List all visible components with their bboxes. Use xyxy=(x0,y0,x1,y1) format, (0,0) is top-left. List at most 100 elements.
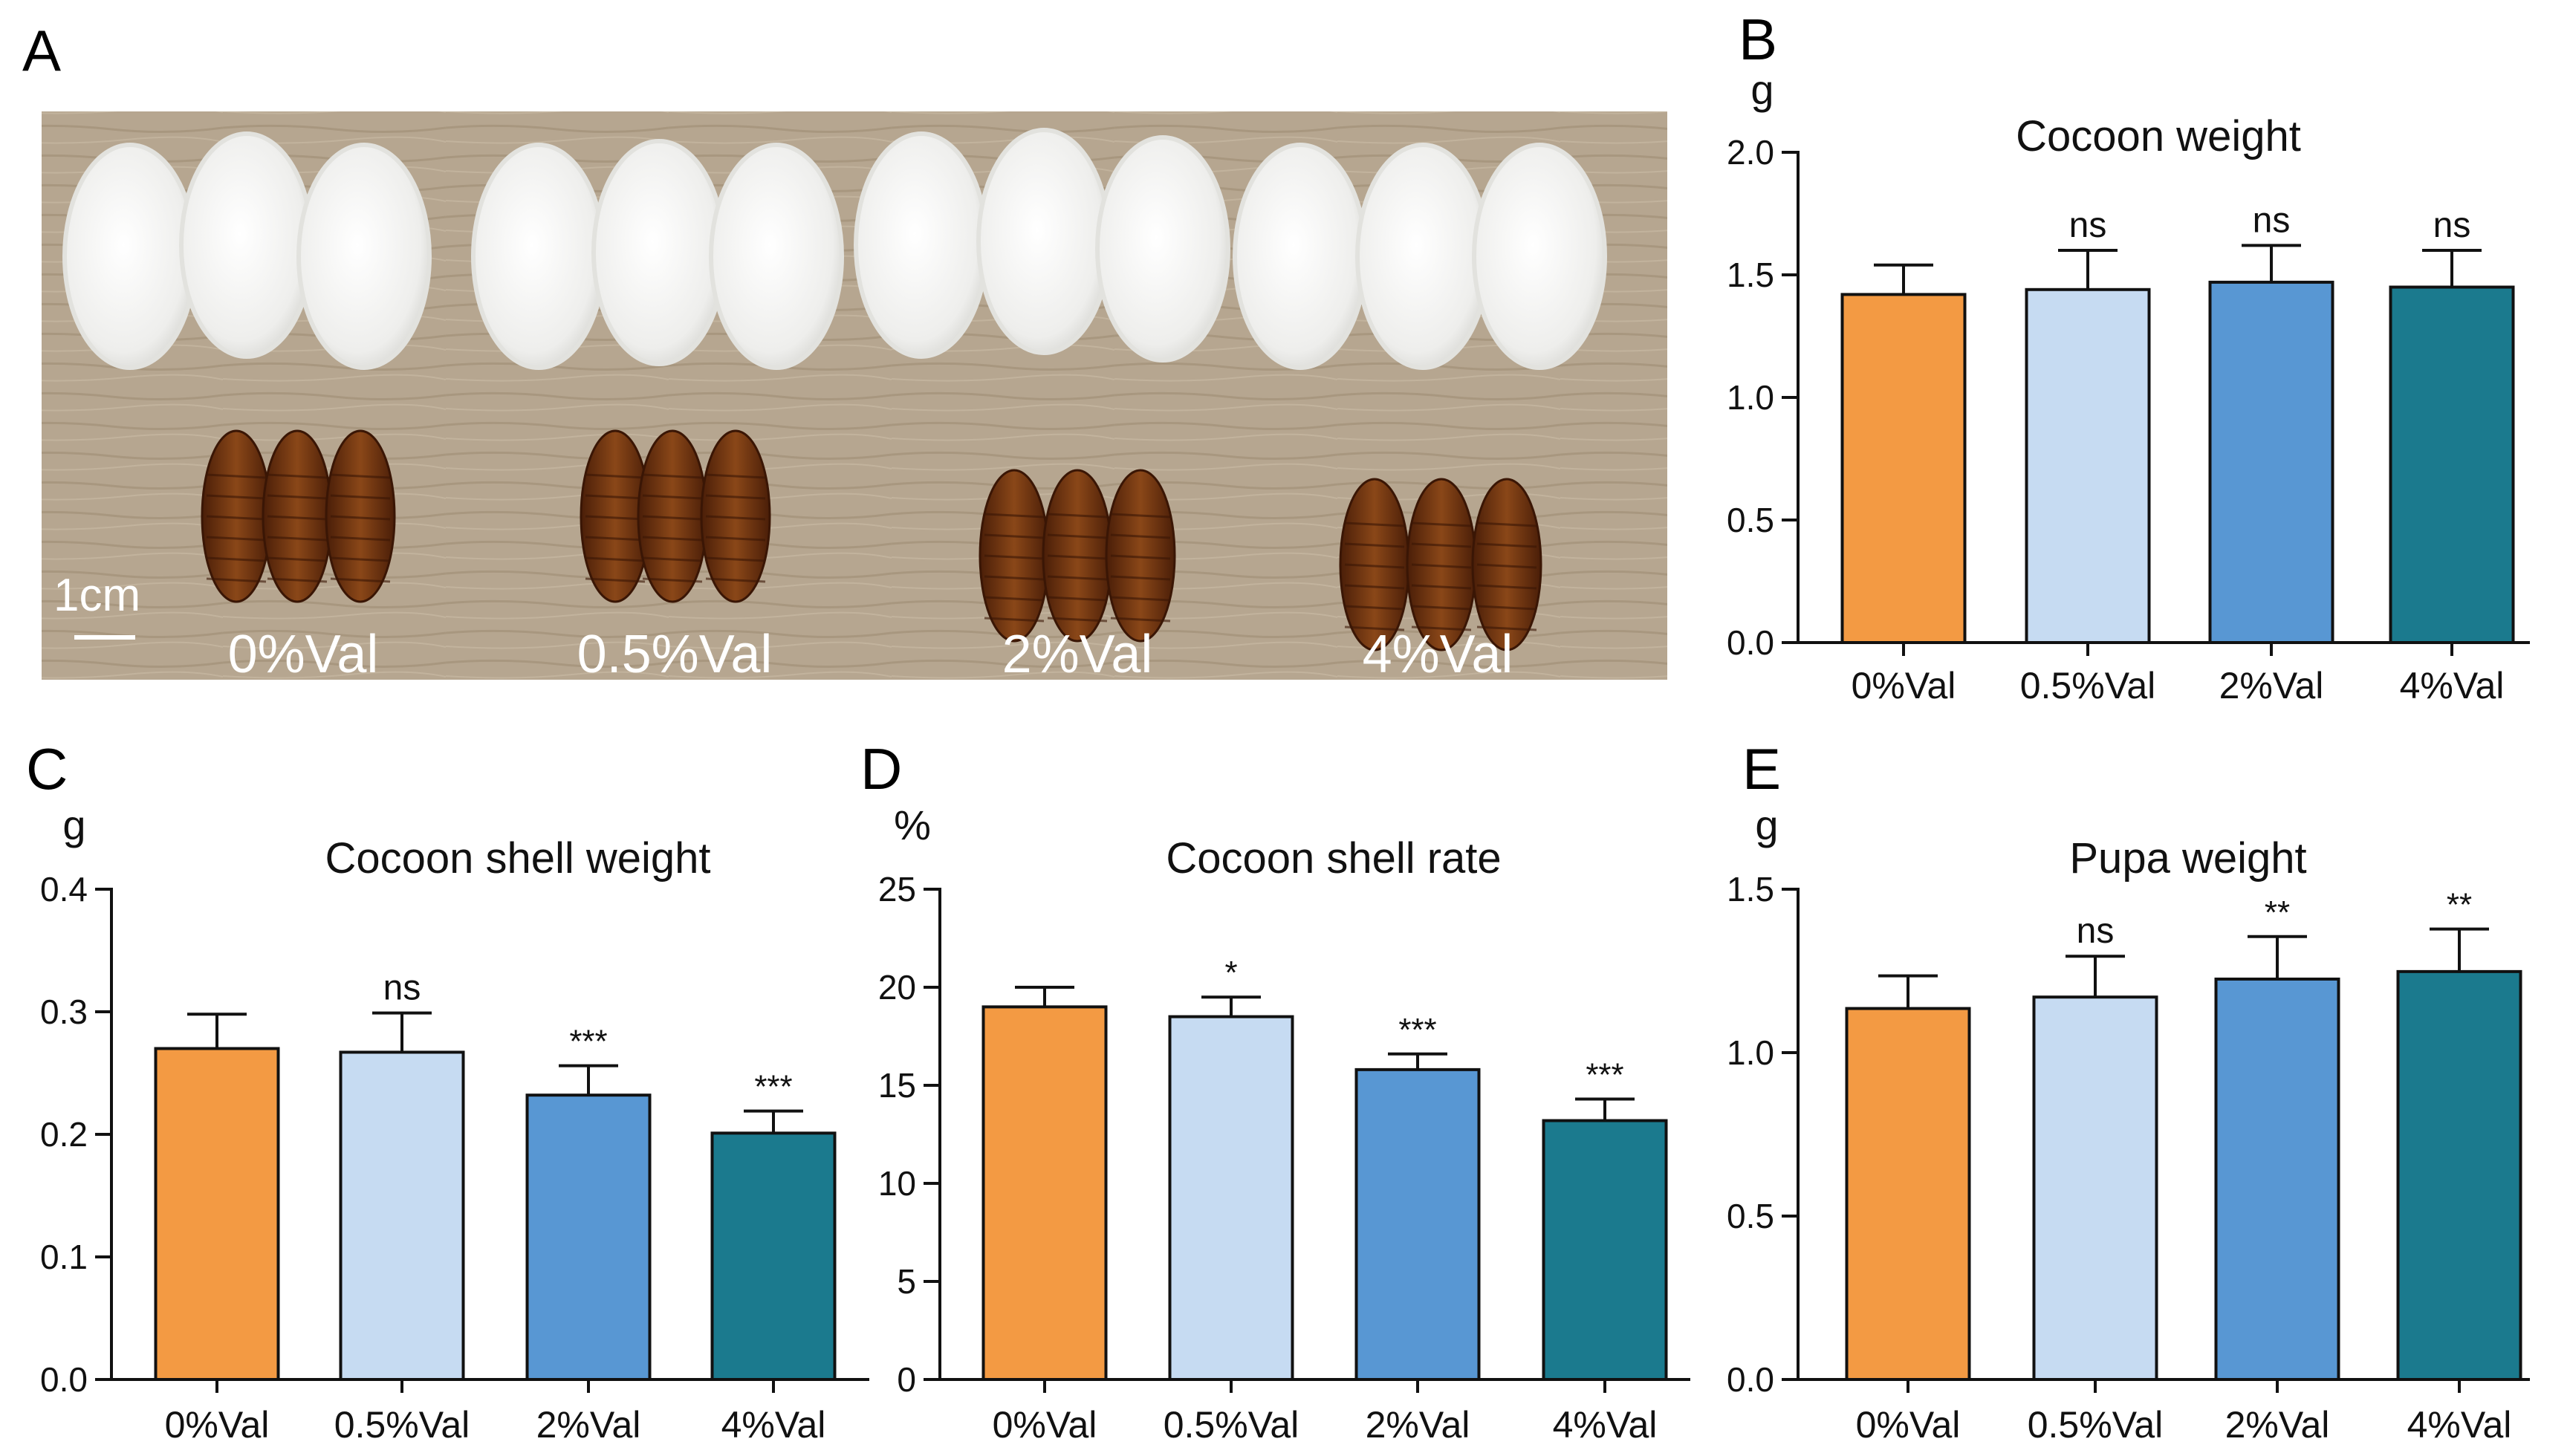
pupa-segment xyxy=(206,473,267,479)
chart-cocoon-shell-rate: Cocoon shell rate% 0 5 10 15 20 25 0%Val * 0.5%Va… xyxy=(878,802,1690,1446)
cocoon xyxy=(854,131,989,359)
pupa-segment xyxy=(1476,542,1537,548)
pupa-segment xyxy=(1411,625,1472,631)
significance-label: ns xyxy=(2077,911,2115,951)
panel-letter-b: B xyxy=(1739,7,1777,72)
significance-label: ns xyxy=(2253,201,2291,240)
pupa-segment xyxy=(705,515,766,521)
pupa-segment xyxy=(585,577,646,583)
pupa-segment xyxy=(1411,542,1472,548)
pupa-segment xyxy=(1047,554,1108,560)
pupa-segment xyxy=(330,515,391,521)
pupa-segment xyxy=(267,473,328,479)
bar-4%Val xyxy=(2389,285,2515,644)
panel-letter-c: C xyxy=(26,736,68,802)
pupa-segment xyxy=(642,473,703,479)
y-tick-label: 25 xyxy=(878,870,916,909)
y-tick-label: 15 xyxy=(878,1066,916,1105)
pupa-segment xyxy=(1047,617,1108,623)
x-tick-label: 0.5%Val xyxy=(334,1404,470,1446)
pupa-segment xyxy=(984,513,1045,519)
cocoon xyxy=(709,143,844,370)
bar-0%Val xyxy=(981,1005,1108,1382)
y-tick-label: 0.0 xyxy=(1727,1360,1774,1399)
bar-4%Val xyxy=(710,1131,837,1381)
y-tick-label: 1.5 xyxy=(1727,256,1774,294)
bar-0.5%Val xyxy=(2032,995,2158,1381)
panel-letter-a: A xyxy=(22,18,61,83)
bar-0%Val xyxy=(1840,293,1967,644)
cocoon xyxy=(179,131,314,359)
photo-label-1: 0.5%Val xyxy=(577,625,773,684)
cocoon xyxy=(976,128,1112,355)
pupa-segment xyxy=(642,556,703,562)
y-axis-label: % xyxy=(894,802,931,848)
pupae xyxy=(201,429,1542,651)
bar-4%Val xyxy=(2396,969,2522,1381)
pupa-segment xyxy=(1344,625,1405,631)
cocoon xyxy=(296,143,432,370)
y-tick-label: 0.3 xyxy=(40,992,88,1031)
x-tick-label: 0.5%Val xyxy=(1164,1404,1299,1446)
pupa-segment xyxy=(1110,596,1171,602)
pupa-segment xyxy=(1344,584,1405,590)
pupa-segment xyxy=(1344,542,1405,548)
pupa-segment xyxy=(984,554,1045,560)
x-tick-label: 0.5%Val xyxy=(2020,665,2156,706)
pupa-segment xyxy=(206,556,267,562)
cocoon xyxy=(1355,143,1490,370)
pupa-segment xyxy=(330,494,391,500)
chart-title: Pupa weight xyxy=(2069,834,2306,883)
pupa-segment xyxy=(267,556,328,562)
pupa-segment xyxy=(267,577,328,583)
pupa-segment xyxy=(984,533,1045,539)
x-tick-label: 0%Val xyxy=(993,1404,1097,1446)
chart-cocoon-shell-weight: Cocoon shell weight g 0.0 0.1 0.2 0.3 0.4 0%Val… xyxy=(40,802,869,1446)
bar-4%Val xyxy=(1542,1119,1668,1382)
pupa-segment xyxy=(1110,617,1171,623)
pupa-segment xyxy=(705,473,766,479)
chart-title: Cocoon shell weight xyxy=(325,834,710,883)
pupa-segment xyxy=(585,473,646,479)
pupa-segment xyxy=(330,577,391,583)
pupa-segment xyxy=(642,577,703,583)
pupa-segment xyxy=(1110,554,1171,560)
pupa-segment xyxy=(206,494,267,500)
pupa-segment xyxy=(705,556,766,562)
pupa-segment xyxy=(1047,596,1108,602)
cocoon xyxy=(62,143,198,370)
significance-label: *** xyxy=(1586,1056,1623,1093)
pupa-segment xyxy=(1344,605,1405,611)
significance-label: ns xyxy=(383,969,421,1008)
pupa-segment xyxy=(330,473,391,479)
photo-label-3: 4%Val xyxy=(1363,625,1513,684)
cocoon xyxy=(591,139,727,366)
x-tick-label: 2%Val xyxy=(2219,665,2324,706)
y-tick-label: 5 xyxy=(897,1262,916,1301)
significance-label: *** xyxy=(569,1024,607,1060)
x-tick-label: 4%Val xyxy=(2407,1404,2512,1446)
pupa-segment xyxy=(1476,584,1537,590)
pupa-segment xyxy=(1411,563,1472,569)
bar-2%Val xyxy=(1354,1067,1481,1381)
pupa-segment xyxy=(642,515,703,521)
y-tick-label: 0.1 xyxy=(40,1238,88,1276)
y-axis-label: g xyxy=(62,802,85,848)
photo-panel: 1cm 0%Val 0.5%Val 2%Val 4%Val xyxy=(42,111,1667,684)
x-tick-label: 0%Val xyxy=(1856,1404,1961,1446)
pupa-segment xyxy=(1476,605,1537,611)
photo-label-2: 2%Val xyxy=(1002,625,1153,684)
scale-bar-label: 1cm xyxy=(53,570,140,621)
bar-0%Val xyxy=(1845,1007,1971,1381)
significance-label: ns xyxy=(2069,206,2107,245)
x-tick-label: 0%Val xyxy=(1852,665,1956,706)
x-tick-label: 0%Val xyxy=(165,1404,270,1446)
pupa-segment xyxy=(1110,513,1171,519)
cocoon xyxy=(1472,143,1607,370)
chart-cocoon-weight: Cocoon weight g 0.0 0.5 1.0 1.5 2.0 0%Val ns 0.5%… xyxy=(1727,66,2530,706)
photo-label-0: 0%Val xyxy=(228,625,379,684)
pupa-segment xyxy=(1110,533,1171,539)
chart-title: Cocoon weight xyxy=(2016,112,2301,160)
pupa-segment xyxy=(267,494,328,500)
pupa-segment xyxy=(1047,533,1108,539)
